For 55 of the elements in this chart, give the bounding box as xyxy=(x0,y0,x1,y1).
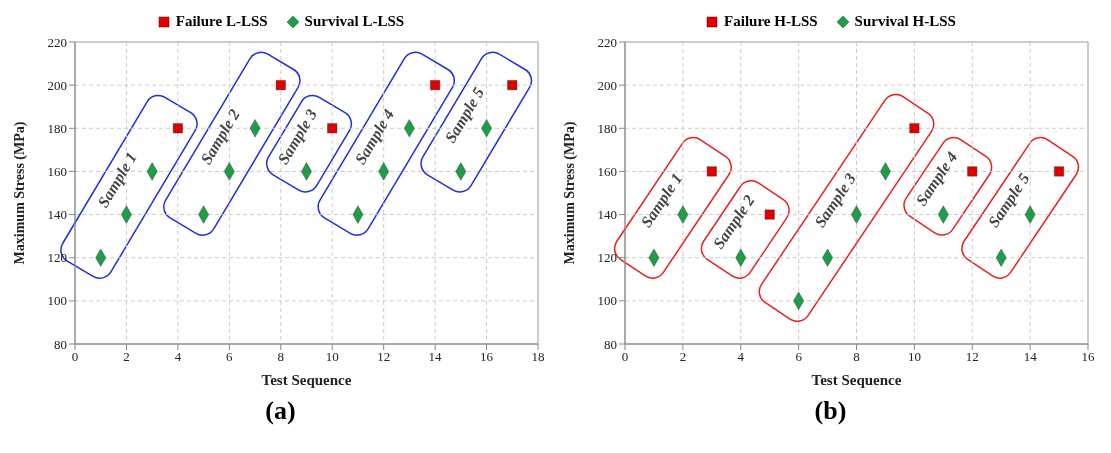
x-axis-title: Test Sequence xyxy=(811,372,902,388)
y-tick-label: 180 xyxy=(47,120,67,136)
point xyxy=(172,123,183,134)
x-tick-label: 14 xyxy=(428,349,443,365)
y-tick-label: 120 xyxy=(47,250,67,266)
y-tick-label: 80 xyxy=(54,336,67,352)
y-tick-label: 160 xyxy=(597,164,617,180)
x-tick-label: 12 xyxy=(377,349,391,365)
point xyxy=(430,80,441,91)
y-tick-label: 100 xyxy=(597,293,617,309)
text: (b) xyxy=(813,396,848,426)
x-tick-label: 16 xyxy=(480,349,494,365)
x-tick-label: 14 xyxy=(1023,349,1038,365)
y-tick-label: 80 xyxy=(604,336,617,352)
legend-label: Survival H-LSS xyxy=(853,12,956,30)
point xyxy=(764,209,775,220)
y-tick-label: 220 xyxy=(47,34,67,50)
point xyxy=(507,80,518,91)
y-tick-label: 100 xyxy=(47,293,67,309)
y-tick-label: 140 xyxy=(47,207,67,223)
text: (a) xyxy=(264,396,297,426)
x-tick-label: 4 xyxy=(174,349,182,365)
x-tick-label: 2 xyxy=(679,349,687,365)
y-tick-label: 200 xyxy=(597,77,617,93)
point xyxy=(1054,166,1065,177)
x-tick-label: 4 xyxy=(737,349,745,365)
x-tick-label: 12 xyxy=(965,349,979,365)
x-tick-label: 0 xyxy=(71,349,79,365)
x-tick-label: 10 xyxy=(907,349,921,365)
x-tick-label: 0 xyxy=(621,349,629,365)
point xyxy=(275,80,286,91)
x-tick-label: 6 xyxy=(795,349,803,365)
y-tick-label: 120 xyxy=(597,250,617,266)
x-tick-label: 8 xyxy=(853,349,860,365)
y-tick-label: 200 xyxy=(47,77,67,93)
legend-label: Failure L-LSS xyxy=(174,12,268,30)
point xyxy=(909,123,920,134)
y-tick-label: 220 xyxy=(597,34,617,50)
y-tick-label: 180 xyxy=(597,120,617,136)
legend-label: Failure H-LSS xyxy=(723,12,818,30)
x-tick-label: 6 xyxy=(226,349,234,365)
x-tick-label: 8 xyxy=(277,349,285,365)
legend-label: Survival L-LSS xyxy=(303,12,405,30)
point xyxy=(706,166,717,177)
point xyxy=(967,166,978,177)
x-axis-title: Test Sequence xyxy=(261,372,352,388)
y-axis-title: Maximum Stress (MPa) xyxy=(11,121,28,265)
y-axis-title: Maximum Stress (MPa) xyxy=(561,121,578,265)
y-tick-label: 140 xyxy=(597,207,617,223)
x-tick-label: 18 xyxy=(531,349,545,365)
x-tick-label: 2 xyxy=(123,349,130,365)
x-tick-label: 10 xyxy=(325,349,339,365)
x-tick-label: 16 xyxy=(1081,349,1095,365)
y-tick-label: 160 xyxy=(47,164,67,180)
point xyxy=(327,123,338,134)
